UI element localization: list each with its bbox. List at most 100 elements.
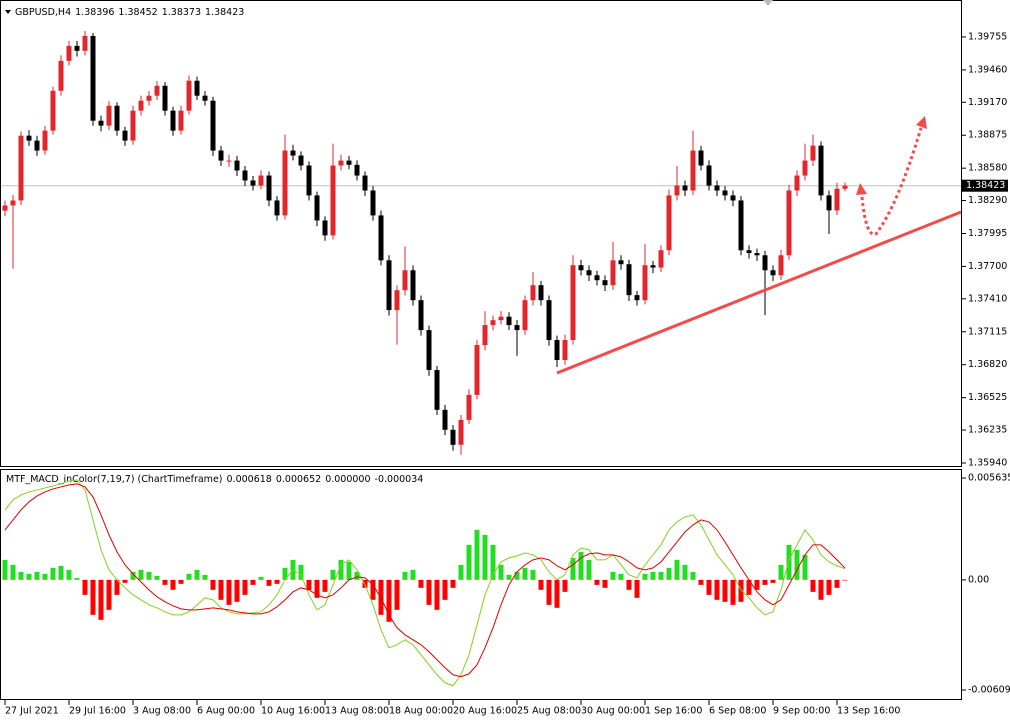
candle-body — [162, 85, 168, 111]
candle-body — [42, 130, 48, 151]
histogram-bar — [674, 559, 680, 580]
candle-body — [410, 270, 416, 301]
histogram-bar — [834, 579, 840, 588]
candle-body — [658, 250, 664, 268]
candle-body — [138, 100, 144, 111]
candle-body — [314, 195, 320, 221]
histogram-bar — [82, 579, 88, 595]
candle-body — [602, 280, 608, 286]
histogram-bar — [714, 579, 720, 600]
candle-body — [98, 120, 104, 126]
candle-body — [754, 253, 760, 256]
candle-body — [570, 265, 576, 341]
histogram-bar — [594, 579, 600, 585]
histogram-bar — [546, 579, 552, 605]
candle-body — [298, 155, 304, 166]
candle-body — [690, 150, 696, 191]
histogram-bar — [778, 564, 784, 580]
histogram-bar — [346, 561, 352, 580]
candle-body — [818, 145, 824, 196]
candle-body — [218, 150, 224, 161]
candle-body — [842, 185, 848, 189]
histogram-bar — [226, 579, 232, 605]
candle-body — [274, 200, 280, 216]
candle-body — [674, 185, 680, 196]
indicator-header: MTF_MACD_inColor(7,19,7) (ChartTimeframe… — [6, 474, 423, 485]
header-close: 1.38423 — [205, 7, 244, 18]
y-tick-label: 1.36235 — [968, 425, 1007, 436]
x-tick-label: 13 Sep 16:00 — [837, 706, 900, 717]
x-tick-label: 20 Aug 16:00 — [453, 706, 517, 717]
candle-body — [610, 260, 616, 286]
x-tick-label: 10 Aug 16:00 — [261, 706, 325, 717]
histogram-bar — [274, 579, 280, 584]
candle-body — [802, 160, 808, 176]
candle-body — [154, 85, 160, 96]
histogram-bar — [810, 579, 816, 592]
candle-body — [106, 105, 112, 126]
histogram-bar — [130, 571, 136, 580]
candle-body — [730, 195, 736, 201]
candle-body — [706, 165, 712, 186]
histogram-bar — [762, 579, 768, 585]
x-tick-label: 3 Aug 08:00 — [133, 706, 191, 717]
candle-body — [354, 164, 360, 176]
histogram-bar — [306, 579, 312, 590]
candle-body — [810, 145, 816, 161]
candle-body — [450, 429, 456, 445]
histogram-bar — [650, 571, 656, 580]
candle-body — [426, 330, 432, 370]
candle-body — [482, 325, 488, 346]
x-tick-label: 29 Jul 16:00 — [69, 706, 126, 717]
histogram-bar — [730, 579, 736, 605]
histogram-bar — [458, 564, 464, 580]
header-open: 1.38396 — [75, 7, 114, 18]
candle-body — [210, 100, 216, 151]
candle-body — [330, 165, 336, 236]
x-tick-label: 1 Sep 16:00 — [645, 706, 702, 717]
candle-body — [778, 255, 784, 276]
candle-body — [130, 110, 136, 141]
candle-body — [346, 160, 352, 165]
candle-body — [322, 220, 328, 236]
x-tick-label: 25 Aug 08:00 — [517, 706, 581, 717]
header-high: 1.38452 — [118, 7, 157, 18]
histogram-bar — [10, 564, 16, 580]
candle-body — [34, 140, 40, 151]
x-tick-label: 6 Sep 08:00 — [709, 706, 766, 717]
candle-body — [26, 135, 32, 141]
histogram-bar — [354, 571, 360, 580]
histogram-bar — [370, 579, 376, 600]
candle-body — [618, 260, 624, 265]
x-tick-label: 13 Aug 08:00 — [325, 706, 389, 717]
histogram-bar — [74, 577, 80, 580]
histogram-bar — [794, 549, 800, 580]
forecast-path — [860, 127, 923, 236]
y-tick-label: 1.39755 — [968, 31, 1007, 42]
header-low: 1.38373 — [162, 7, 201, 18]
candle-body — [490, 320, 496, 326]
candle-body — [722, 190, 728, 196]
candle-body — [146, 95, 152, 101]
histogram-bar — [154, 575, 160, 580]
histogram-bar — [410, 569, 416, 580]
candle-body — [58, 60, 64, 91]
candle-body — [522, 300, 528, 331]
candle-body — [394, 290, 400, 311]
histogram-bar — [394, 579, 400, 610]
candle-body — [538, 285, 544, 301]
y-tick-label: 1.39460 — [968, 64, 1007, 75]
histogram-bar — [250, 579, 256, 585]
candle-body — [250, 180, 256, 186]
histogram-bar — [122, 579, 128, 583]
candle-body — [74, 45, 80, 51]
histogram-bar — [418, 579, 424, 588]
histogram-bar — [90, 579, 96, 615]
symbol-menu-arrow — [5, 10, 11, 14]
histogram-bar — [506, 574, 512, 580]
candle-body — [466, 394, 472, 420]
candle-body — [50, 90, 56, 131]
histogram-bar — [826, 579, 832, 595]
histogram-bar — [610, 571, 616, 580]
histogram-bar — [682, 564, 688, 580]
